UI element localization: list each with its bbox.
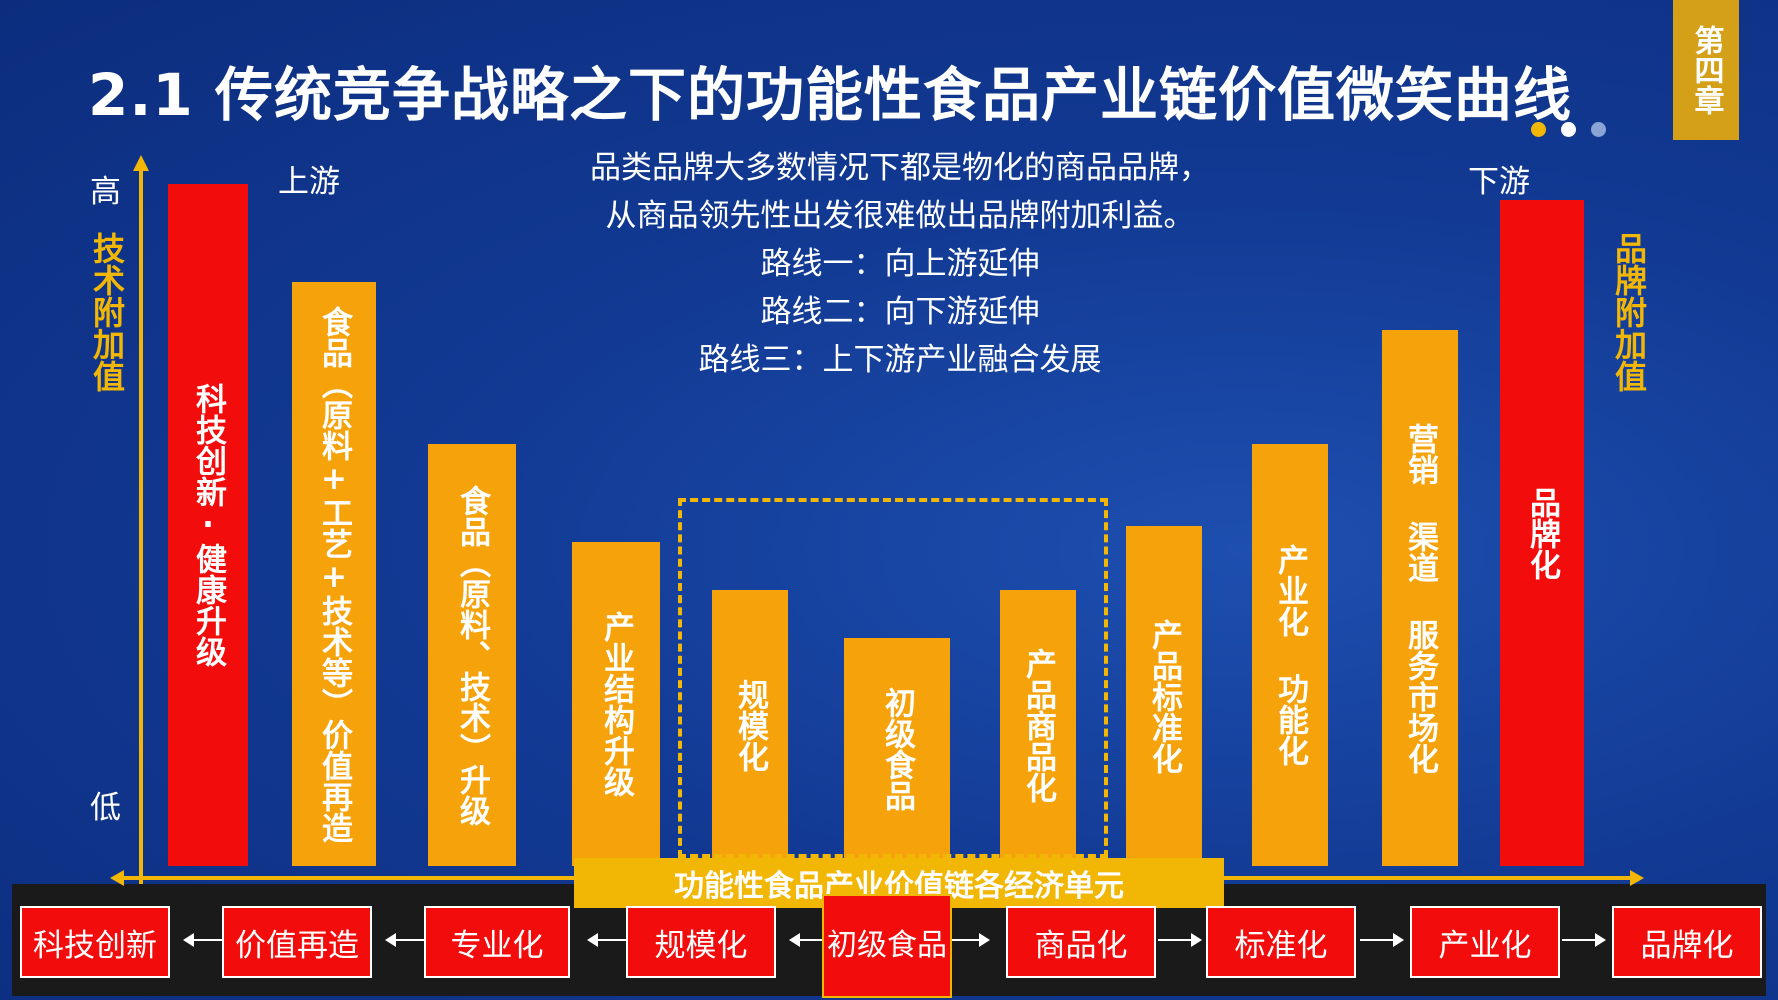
bar-scale: 规模化 — [712, 590, 788, 860]
stage-branding[interactable]: 品牌化 — [1612, 906, 1762, 978]
bar-industrialization: 产业化 功能化 — [1252, 444, 1328, 866]
bar-marketing: 营销 渠道 服务市场化 — [1382, 330, 1458, 866]
y-axis — [139, 165, 143, 935]
arrow-right-icon — [1595, 933, 1606, 947]
connector-line — [952, 939, 982, 941]
connector-line — [388, 939, 424, 941]
page-title: 2.1 传统竞争战略之下的功能性食品产业链价值微笑曲线 — [88, 61, 1572, 129]
stage-specialization[interactable]: 专业化 — [424, 906, 570, 978]
stage-primary-food[interactable]: 初级食品 — [822, 894, 952, 998]
bar-industry-structure: 产业结构升级 — [572, 542, 660, 866]
connector-line — [1158, 939, 1194, 941]
connector-line — [590, 939, 626, 941]
arrow-left-icon — [587, 933, 598, 947]
stage-commercialization[interactable]: 商品化 — [1006, 906, 1156, 978]
axis-low-label: 低 — [90, 790, 121, 826]
middle-segment-highlight — [678, 498, 1108, 858]
downstream-label: 下游 — [1468, 164, 1530, 200]
stage-value-recreation[interactable]: 价值再造 — [222, 906, 372, 978]
tech-value-label: 技术附加值 — [88, 232, 126, 392]
brand-value-label: 品牌附加值 — [1610, 232, 1648, 392]
bar-primary-food: 初级食品 — [844, 638, 950, 860]
pagination-dot-3[interactable] — [1591, 122, 1606, 137]
arrow-right-icon — [1191, 933, 1202, 947]
arrow-left-icon — [789, 933, 800, 947]
y-axis-arrow-icon — [133, 155, 149, 171]
stage-standardization[interactable]: 标准化 — [1206, 906, 1356, 978]
note-line: 品类品牌大多数情况下都是物化的商品品牌， — [590, 150, 1210, 186]
chapter-tab[interactable]: 第四章 — [1673, 0, 1739, 140]
bar-commercialization: 产品商品化 — [1000, 590, 1076, 860]
stage-scale[interactable]: 规模化 — [626, 906, 776, 978]
bar-food-upgrade: 食品（原料、技术）升级 — [428, 444, 516, 866]
bar-tech-innovation: 科技创新·健康升级 — [168, 184, 248, 866]
arrow-left-icon — [183, 933, 194, 947]
arrow-right-icon — [1393, 933, 1404, 947]
connector-line — [792, 939, 822, 941]
note-line: 从商品领先性出发很难做出品牌附加利益。 — [605, 198, 1195, 234]
x-axis-right-arrow-icon — [1630, 870, 1644, 886]
note-line: 路线一：向上游延伸 — [760, 246, 1040, 282]
x-axis-left-arrow-icon — [110, 870, 124, 886]
axis-high-label: 高 — [90, 174, 121, 210]
stage-tech-innovation[interactable]: 科技创新 — [20, 906, 170, 978]
bar-standardization: 产品标准化 — [1126, 526, 1202, 866]
connector-line — [186, 939, 222, 941]
arrow-right-icon — [979, 933, 990, 947]
note-line: 路线三：上下游产业融合发展 — [698, 342, 1102, 378]
arrow-left-icon — [385, 933, 396, 947]
bar-value-recreation: 食品（原料+工艺+技术等）价值再造 — [292, 282, 376, 866]
pagination-dot-1[interactable] — [1531, 122, 1546, 137]
bar-branding: 品牌化 — [1500, 200, 1584, 866]
pagination-dot-2[interactable] — [1561, 122, 1576, 137]
stage-industrialization[interactable]: 产业化 — [1410, 906, 1560, 978]
upstream-label: 上游 — [278, 164, 340, 200]
connector-line — [1562, 939, 1598, 941]
strategy-note: 品类品牌大多数情况下都是物化的商品品牌， 从商品领先性出发很难做出品牌附加利益。… — [520, 144, 1280, 384]
note-line: 路线二：向下游延伸 — [760, 294, 1040, 330]
connector-line — [1360, 939, 1396, 941]
